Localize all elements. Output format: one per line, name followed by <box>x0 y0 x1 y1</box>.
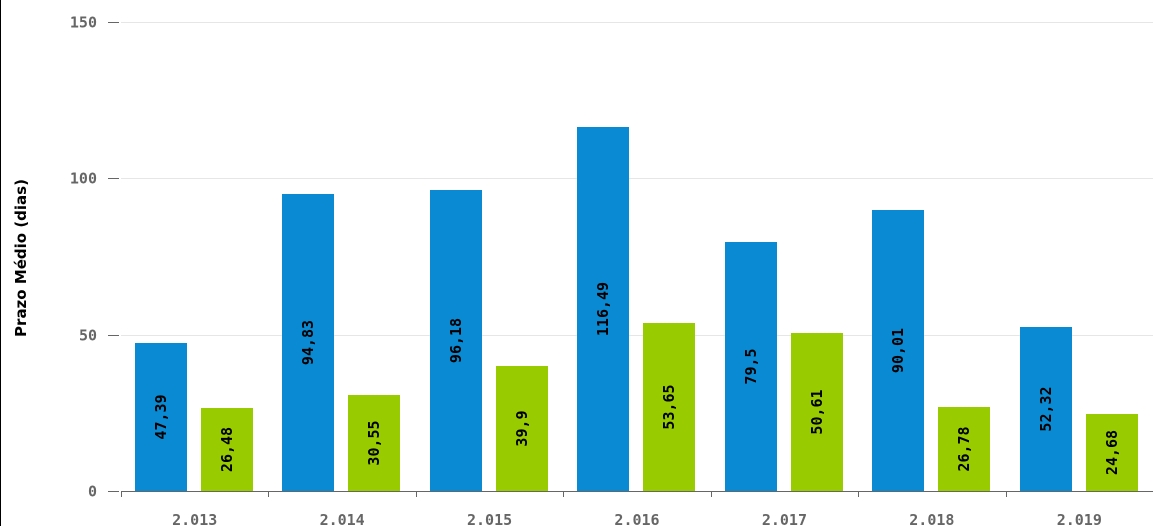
x-tick-label: 2.019 <box>1057 511 1102 526</box>
bar <box>725 242 777 491</box>
data-label: 24,68 <box>1103 430 1121 475</box>
bar <box>791 333 843 491</box>
data-label: 53,65 <box>660 384 678 429</box>
bar <box>938 407 990 491</box>
x-tick-label: 2.017 <box>762 511 807 526</box>
data-label: 116,49 <box>594 282 612 336</box>
x-tick-label: 2.016 <box>614 511 659 526</box>
data-label: 96,18 <box>447 318 465 363</box>
gridlines <box>121 22 1153 336</box>
data-label: 47,39 <box>152 394 170 439</box>
x-tick-label: 2.018 <box>909 511 954 526</box>
data-label: 26,78 <box>955 426 973 471</box>
bar <box>135 343 187 491</box>
bars <box>135 127 1138 491</box>
y-tick-label: 50 <box>79 327 97 345</box>
bar <box>282 194 334 491</box>
data-label: 52,32 <box>1037 386 1055 431</box>
data-label: 79,5 <box>742 348 760 384</box>
bar <box>348 395 400 491</box>
bar <box>577 127 629 491</box>
data-label: 50,61 <box>808 389 826 434</box>
y-tick-label: 150 <box>70 14 97 32</box>
bar <box>1086 414 1138 491</box>
x-tick-label: 2.013 <box>172 511 217 526</box>
data-label: 90,01 <box>889 328 907 373</box>
data-label: 30,55 <box>365 420 383 465</box>
y-tick-label: 100 <box>70 170 97 188</box>
data-label: 26,48 <box>218 427 236 472</box>
bar <box>1020 327 1072 491</box>
data-label: 39,9 <box>513 410 531 446</box>
bar <box>872 210 924 491</box>
x-tick-label: 2.015 <box>467 511 512 526</box>
y-tick-label: 0 <box>88 483 97 501</box>
y-axis-label: Prazo Médio (dias) <box>12 179 30 337</box>
bar <box>430 190 482 491</box>
x-tick-label: 2.014 <box>320 511 365 526</box>
bar <box>201 408 253 491</box>
data-labels: 47,39 26,48 94,83 30,55 96,18 39,9 116,49 53,65… <box>152 282 1121 475</box>
data-label: 94,83 <box>299 320 317 365</box>
bar <box>496 366 548 491</box>
bar <box>643 323 695 491</box>
